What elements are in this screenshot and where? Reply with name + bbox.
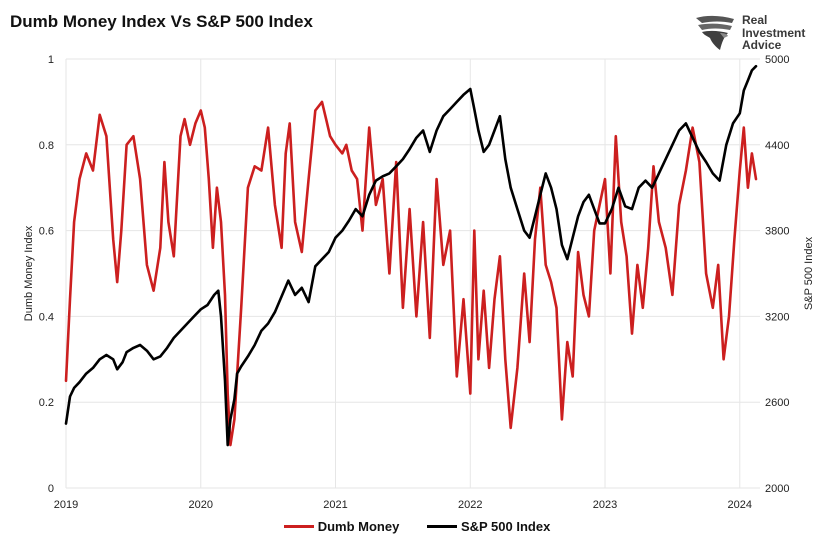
y-right-tick-label: 3800 xyxy=(765,226,789,238)
legend-label-sp500: S&P 500 Index xyxy=(460,519,551,534)
y-right-tick-label: 3200 xyxy=(765,311,789,323)
eagle-icon xyxy=(696,15,734,50)
legend-swatch-sp500 xyxy=(426,525,457,528)
legend-item-dumb-money: Dumb Money xyxy=(283,519,400,534)
x-tick-label: 2020 xyxy=(189,499,213,511)
x-tick-label: 2019 xyxy=(54,499,78,511)
brand-line-3: Advice xyxy=(742,38,782,52)
y-right-tick-label: 2000 xyxy=(765,483,789,495)
chart-title: Dumb Money Index Vs S&P 500 Index xyxy=(10,12,313,31)
y-left-tick-label: 0 xyxy=(48,483,54,495)
y-left-tick-label: 1 xyxy=(48,54,54,66)
x-tick-label: 2021 xyxy=(323,499,347,511)
y-right-tick-label: 2600 xyxy=(765,397,789,409)
y-right-tick-label: 5000 xyxy=(765,54,789,66)
brand-line-1: Real xyxy=(742,13,768,27)
brand-logo: Real Investment Advice xyxy=(694,12,824,58)
y-right-tick-label: 4400 xyxy=(765,140,789,152)
y-left-tick-label: 0.4 xyxy=(39,311,54,323)
axes: 0 0.2 0.4 0.6 0.8 1 2000 2600 3200 3800 4400 5000 20… xyxy=(23,54,815,511)
x-tick-label: 2024 xyxy=(728,499,752,511)
y-right-axis-title: S&P 500 Index xyxy=(803,236,815,310)
series-line-sp500 xyxy=(64,64,758,447)
x-tick-label: 2022 xyxy=(458,499,482,511)
y-left-tick-label: 0.6 xyxy=(39,226,54,238)
y-left-tick-label: 0.8 xyxy=(39,140,54,152)
legend: Dumb Money S&P 500 Index xyxy=(0,516,834,534)
legend-label-dumb-money: Dumb Money xyxy=(317,519,400,534)
brand-line-2: Investment xyxy=(742,25,806,40)
legend-item-sp500: S&P 500 Index xyxy=(426,519,551,534)
y-left-tick-label: 0.2 xyxy=(39,397,54,409)
gridlines xyxy=(65,58,760,489)
series xyxy=(64,64,758,447)
y-left-axis-title: Dumb Money Index xyxy=(23,225,35,321)
legend-swatch-dumb-money xyxy=(283,525,314,528)
x-tick-label: 2023 xyxy=(593,499,617,511)
series-line-dumb-money xyxy=(64,100,758,447)
brand-text: Real Investment Advice xyxy=(742,14,805,52)
line-chart: 0 0.2 0.4 0.6 0.8 1 2000 2600 3200 3800 4400 5000 20… xyxy=(23,54,815,511)
